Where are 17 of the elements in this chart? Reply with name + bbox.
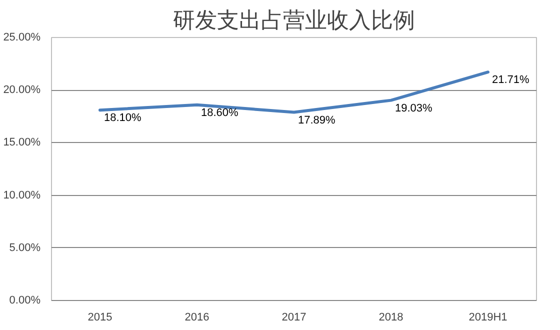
chart-title: 研发支出占营业收入比例: [173, 8, 415, 32]
data-label: 21.71%: [492, 74, 530, 86]
y-tick-label: 10.00%: [3, 189, 41, 202]
x-tick-label: 2018: [378, 312, 404, 324]
y-tick-label: 0.00%: [9, 294, 41, 306]
data-label: 19.03%: [395, 102, 433, 114]
y-tick-label: 5.00%: [9, 242, 41, 254]
x-tick-label: 2019H1: [468, 312, 508, 324]
x-tick-label: 2015: [88, 312, 112, 324]
data-label: 18.10%: [104, 112, 142, 124]
x-tick-label: 2016: [184, 312, 210, 324]
y-tick-label: 25.00%: [3, 32, 41, 44]
y-tick-label: 15.00%: [3, 136, 41, 149]
data-label: 17.89%: [298, 114, 336, 126]
data-label: 18.60%: [201, 106, 239, 119]
y-tick-label: 20.00%: [3, 84, 41, 96]
x-tick-label: 2017: [282, 312, 306, 324]
